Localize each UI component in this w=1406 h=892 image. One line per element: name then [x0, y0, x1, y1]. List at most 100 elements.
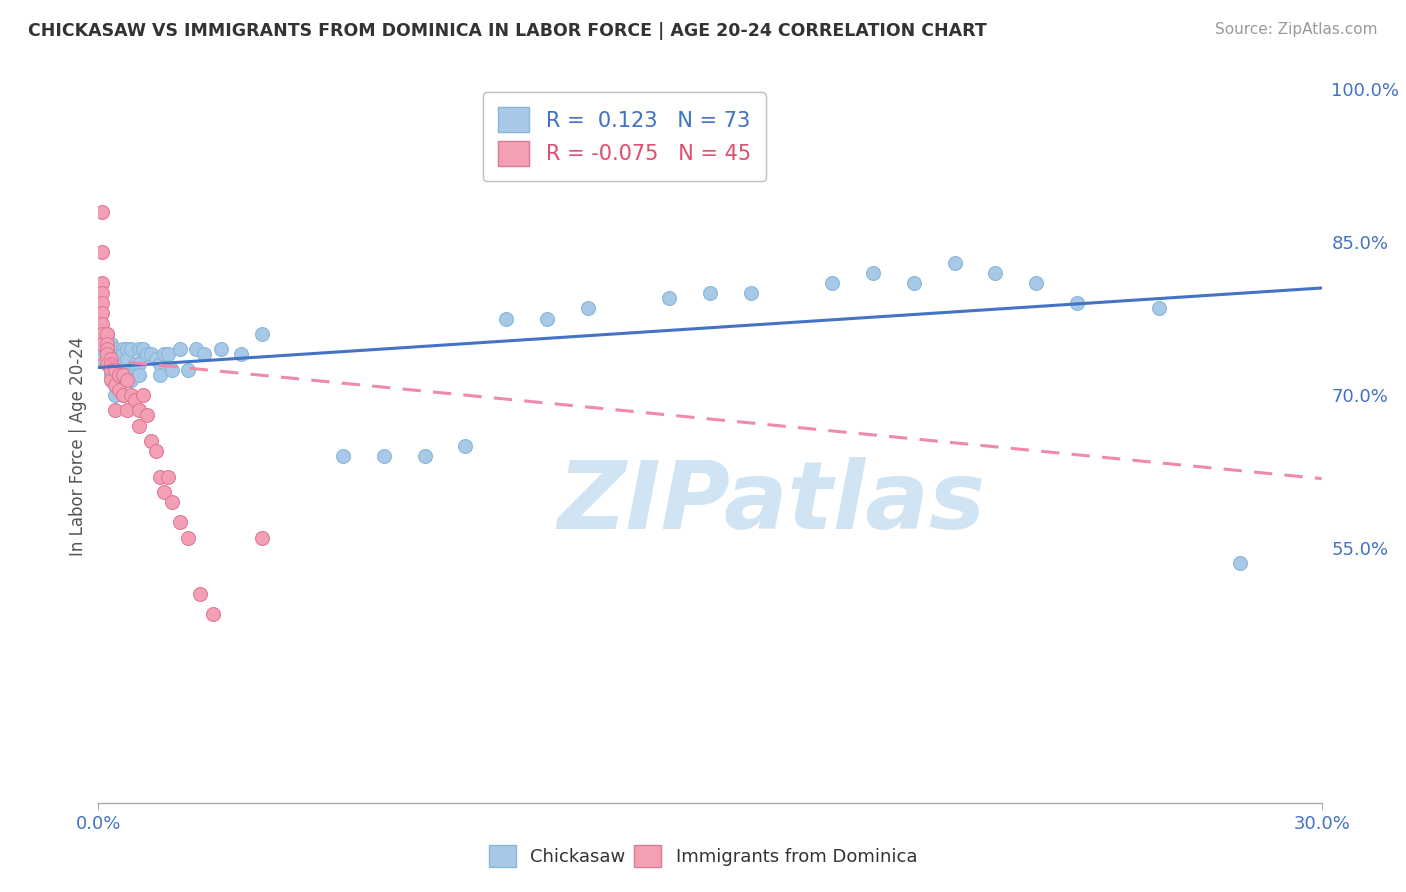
Text: ZIPatlas: ZIPatlas [557, 457, 986, 549]
Point [152, 347, 174, 361]
Point [100, 337, 122, 351]
Point [91, 286, 114, 301]
Point [104, 388, 127, 402]
Point [231, 347, 253, 361]
Point [156, 347, 179, 361]
Point [128, 418, 150, 433]
Point [91, 296, 114, 310]
Point [91, 306, 114, 320]
Point [128, 342, 150, 356]
Point [149, 368, 172, 382]
Point [96, 337, 118, 351]
Point [201, 607, 224, 622]
Point [332, 449, 354, 463]
Point [128, 403, 150, 417]
Point [111, 388, 134, 402]
Point [177, 531, 200, 545]
Point [136, 409, 159, 423]
Y-axis label: In Labor Force | Age 20-24: In Labor Force | Age 20-24 [69, 336, 87, 556]
Point [120, 388, 142, 402]
Point [160, 362, 183, 376]
Point [156, 469, 179, 483]
Point [91, 352, 114, 367]
Point [100, 352, 122, 367]
Point [658, 291, 681, 305]
Point [128, 368, 150, 382]
Point [91, 326, 114, 341]
Point [96, 358, 118, 372]
Point [111, 388, 134, 402]
Point [128, 358, 150, 372]
Point [115, 373, 138, 387]
Point [96, 326, 118, 341]
Point [141, 347, 163, 361]
Point [108, 377, 131, 392]
Point [96, 352, 118, 367]
Point [136, 347, 159, 361]
Point [454, 439, 477, 453]
Point [108, 368, 131, 382]
Point [193, 347, 215, 361]
Point [209, 342, 232, 356]
Point [186, 342, 208, 356]
Point [91, 276, 114, 290]
Point [903, 276, 925, 290]
Point [115, 368, 138, 382]
Point [111, 358, 134, 372]
Point [91, 326, 114, 341]
Point [96, 347, 118, 361]
Point [111, 342, 134, 356]
Text: CHICKASAW VS IMMIGRANTS FROM DOMINICA IN LABOR FORCE | AGE 20-24 CORRELATION CHA: CHICKASAW VS IMMIGRANTS FROM DOMINICA IN… [28, 22, 987, 40]
Point [495, 311, 517, 326]
Point [160, 495, 183, 509]
Point [188, 587, 212, 601]
Point [104, 362, 127, 376]
Point [1147, 301, 1170, 316]
Point [96, 326, 118, 341]
Point [120, 342, 142, 356]
Point [91, 347, 114, 361]
Point [100, 358, 122, 372]
Point [984, 266, 1007, 280]
Point [111, 368, 134, 382]
Point [104, 352, 127, 367]
Point [91, 337, 114, 351]
Point [821, 276, 844, 290]
Point [96, 347, 118, 361]
Point [145, 352, 167, 367]
Point [1229, 556, 1251, 570]
Point [145, 444, 167, 458]
Point [96, 342, 118, 356]
Point [169, 516, 191, 530]
Point [108, 368, 131, 382]
Point [91, 332, 114, 346]
Point [100, 362, 122, 376]
Point [862, 266, 884, 280]
Point [91, 337, 114, 351]
Point [100, 362, 122, 376]
Point [100, 373, 122, 387]
Point [100, 347, 122, 361]
Point [91, 204, 114, 219]
Point [91, 245, 114, 260]
Point [576, 301, 599, 316]
Point [536, 311, 558, 326]
Point [115, 342, 138, 356]
Point [96, 337, 118, 351]
Point [169, 342, 191, 356]
Point [152, 484, 174, 499]
Point [413, 449, 436, 463]
Point [91, 342, 114, 356]
Point [104, 342, 127, 356]
Point [149, 358, 172, 372]
Point [1066, 296, 1088, 310]
Point [91, 317, 114, 331]
Point [120, 373, 142, 387]
Point [100, 368, 122, 382]
Legend: R =  0.123   N = 73, R = -0.075   N = 45: R = 0.123 N = 73, R = -0.075 N = 45 [484, 93, 765, 181]
Point [250, 326, 273, 341]
Legend: Chickasaw, Immigrants from Dominica: Chickasaw, Immigrants from Dominica [481, 838, 925, 874]
Text: Source: ZipAtlas.com: Source: ZipAtlas.com [1215, 22, 1378, 37]
Point [115, 352, 138, 367]
Point [943, 255, 966, 269]
